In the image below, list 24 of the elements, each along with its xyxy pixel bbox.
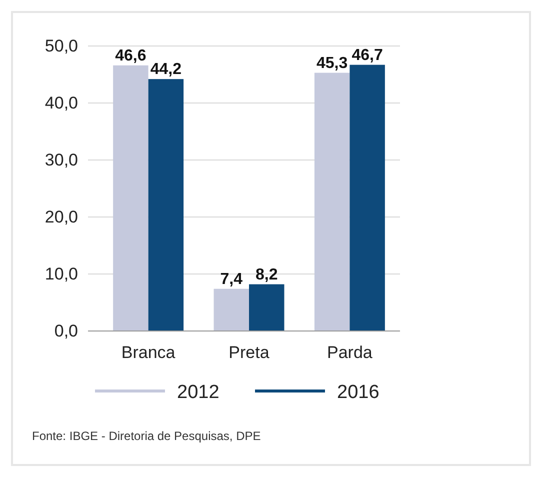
x-tick-label: Branca (121, 343, 176, 362)
data-label: 45,3 (316, 54, 348, 72)
data-label: 7,4 (220, 270, 243, 288)
y-tick-label: 30,0 (44, 150, 78, 170)
bar (214, 288, 249, 331)
data-label: 46,7 (352, 46, 383, 64)
x-tick-label: Parda (327, 343, 373, 362)
y-tick-label: 0,0 (54, 321, 78, 340)
data-label: 44,2 (150, 61, 182, 78)
bar (350, 64, 385, 331)
data-label: 46,6 (115, 47, 146, 64)
bar (314, 72, 350, 331)
y-tick-label: 40,0 (44, 93, 78, 112)
legend-label: 2016 (337, 382, 380, 403)
data-label: 8,2 (255, 266, 278, 284)
y-tick-label: 50,0 (44, 36, 78, 56)
source-note: Fonte: IBGE - Diretoria de Pesquisas, DPE (32, 429, 261, 443)
y-tick-label: 10,0 (44, 264, 78, 284)
bar (113, 65, 148, 331)
x-tick-label: Preta (228, 343, 270, 362)
bar (148, 79, 184, 331)
legend-label: 2012 (177, 382, 220, 403)
y-tick-label: 20,0 (44, 207, 78, 226)
bar (249, 284, 284, 331)
